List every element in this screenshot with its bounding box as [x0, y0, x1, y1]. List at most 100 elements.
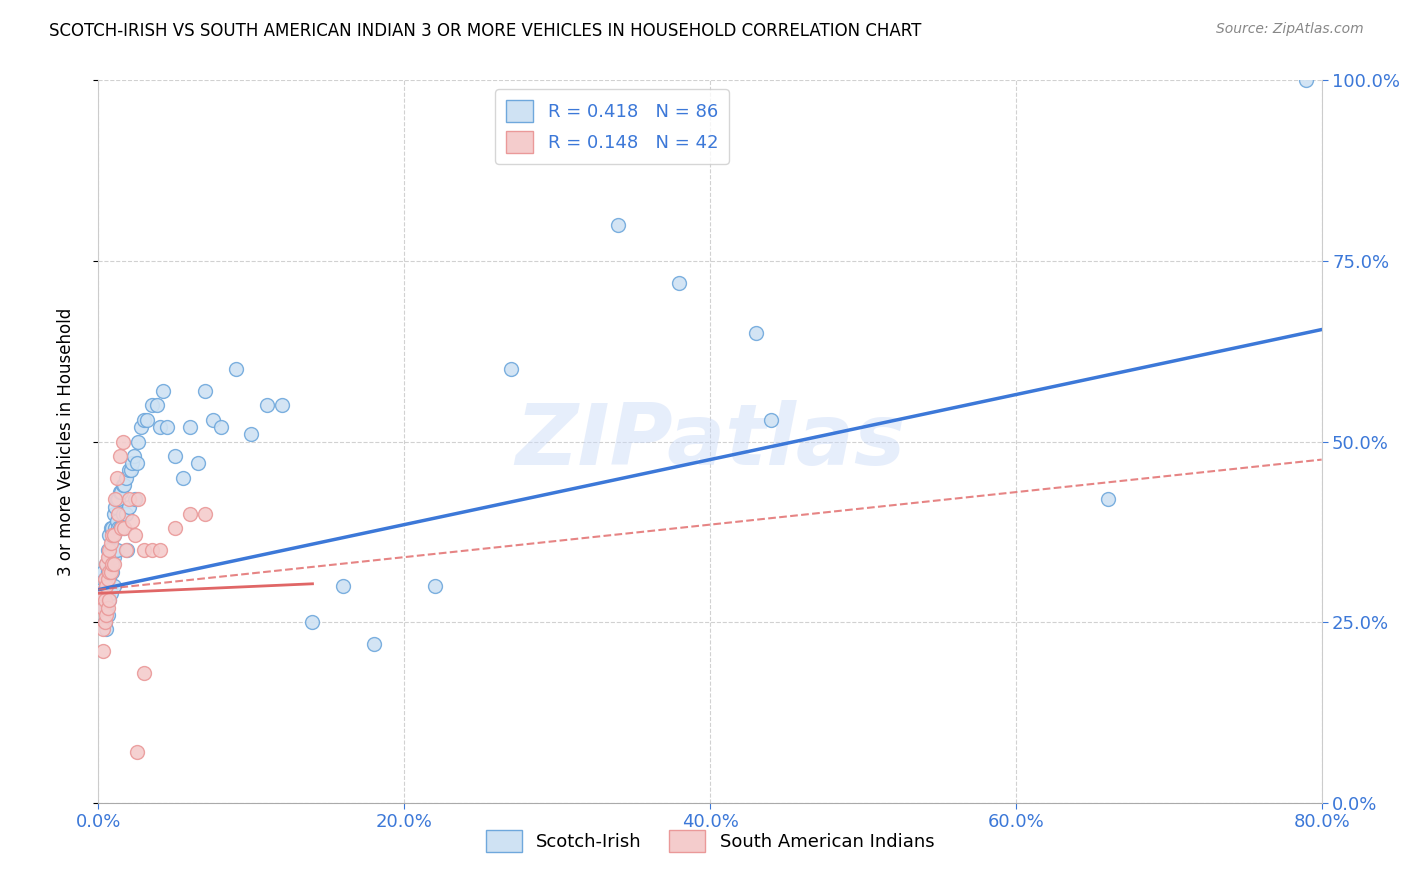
Point [104, 542, 127, 557]
Point [149, 542, 172, 557]
Point [94, 623, 117, 637]
Point [134, 665, 156, 680]
Point [98, 593, 121, 607]
Point [101, 558, 124, 572]
Point [163, 449, 186, 463]
Point [121, 514, 143, 528]
Point [194, 507, 217, 521]
Point [112, 478, 135, 492]
Point [98, 550, 121, 565]
Point [163, 521, 186, 535]
Point [110, 521, 132, 535]
Point [115, 507, 138, 521]
Point [156, 420, 179, 434]
Point [152, 384, 174, 398]
Point [111, 434, 134, 449]
Point [104, 500, 127, 514]
Point [118, 500, 141, 514]
Point [105, 514, 128, 528]
Point [93, 615, 115, 630]
Point [117, 542, 139, 557]
Point [107, 507, 129, 521]
Point [97, 565, 120, 579]
Point [105, 542, 128, 557]
Point [107, 492, 129, 507]
Point [120, 463, 142, 477]
Point [134, 413, 156, 427]
Point [108, 485, 131, 500]
Point [115, 542, 138, 557]
Point [97, 586, 120, 600]
Point [501, 362, 523, 376]
Point [103, 507, 125, 521]
Point [111, 478, 134, 492]
Point [104, 521, 127, 535]
Point [124, 492, 146, 507]
Point [97, 600, 120, 615]
Point [111, 507, 134, 521]
Point [101, 521, 124, 535]
Point [607, 218, 630, 232]
Point [94, 558, 117, 572]
Point [101, 565, 124, 579]
Point [363, 637, 385, 651]
Point [112, 521, 135, 535]
Point [94, 579, 117, 593]
Point [141, 398, 163, 412]
Point [332, 579, 354, 593]
Point [97, 607, 120, 622]
Point [129, 420, 152, 434]
Point [145, 398, 167, 412]
Point [187, 456, 209, 470]
Point [179, 507, 201, 521]
Point [98, 528, 121, 542]
Point [668, 276, 690, 290]
Point [94, 579, 117, 593]
Point [100, 565, 122, 579]
Point [100, 586, 122, 600]
Point [98, 565, 121, 579]
Point [93, 615, 115, 630]
Point [179, 420, 201, 434]
Point [149, 420, 172, 434]
Point [202, 413, 225, 427]
Point [125, 745, 148, 759]
Point [98, 542, 121, 557]
Point [115, 470, 138, 484]
Point [122, 449, 145, 463]
Point [98, 593, 121, 607]
Point [225, 362, 247, 376]
Point [209, 420, 232, 434]
Point [100, 542, 122, 557]
Point [90, 582, 112, 597]
Point [94, 607, 117, 622]
Point [194, 384, 217, 398]
Point [100, 521, 122, 535]
Point [759, 413, 782, 427]
Point [97, 550, 120, 565]
Point [93, 572, 115, 586]
Point [91, 600, 114, 615]
Point [93, 572, 115, 586]
Point [127, 434, 149, 449]
Point [93, 600, 115, 615]
Y-axis label: 3 or more Vehicles in Household: 3 or more Vehicles in Household [56, 308, 75, 575]
Point [101, 528, 124, 542]
Point [94, 558, 117, 572]
Point [100, 565, 122, 579]
Point [127, 492, 149, 507]
Point [141, 542, 163, 557]
Point [136, 413, 159, 427]
Point [98, 572, 121, 586]
Point [121, 456, 143, 470]
Point [745, 326, 768, 340]
Point [103, 550, 125, 565]
Point [301, 615, 323, 630]
Point [91, 565, 114, 579]
Point [105, 492, 128, 507]
Text: SCOTCH-IRISH VS SOUTH AMERICAN INDIAN 3 OR MORE VEHICLES IN HOUSEHOLD CORRELATIO: SCOTCH-IRISH VS SOUTH AMERICAN INDIAN 3 … [49, 22, 921, 40]
Point [101, 542, 124, 557]
Point [107, 521, 129, 535]
Point [172, 470, 194, 484]
Point [103, 579, 125, 593]
